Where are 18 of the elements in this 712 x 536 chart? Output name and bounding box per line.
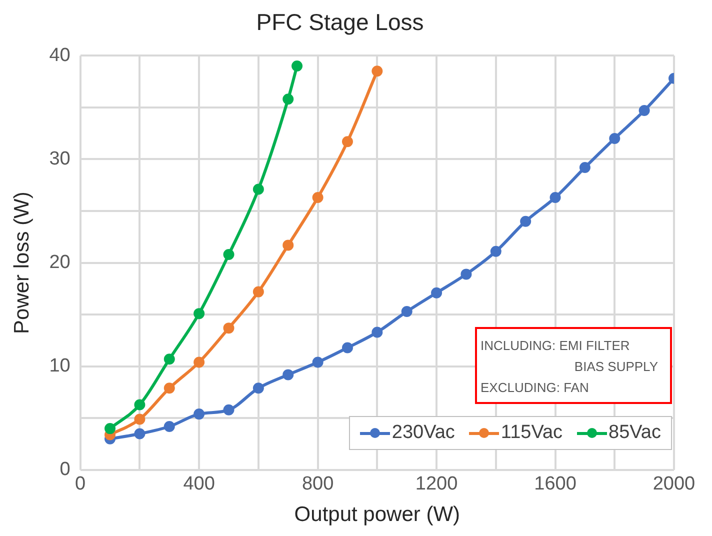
x-tick-label: 0 <box>75 474 86 495</box>
x-tick-label: 1200 <box>415 474 458 495</box>
y-tick-label: 40 <box>49 44 70 66</box>
legend-label: 115Vac <box>500 422 563 444</box>
y-tick-label: 0 <box>60 459 70 480</box>
x-tick-label: 1600 <box>534 474 576 495</box>
y-tick-label: 30 <box>49 148 70 170</box>
x-tick-label: 400 <box>183 474 215 495</box>
x-axis-title: Output power (W) <box>294 503 460 526</box>
legend-label: 85Vac <box>608 422 661 444</box>
chart-title: PFC Stage Loss <box>256 9 424 36</box>
annotation: INCLUDING: EMI FILTER BIAS SUPPLY EXCLUDING: FAN <box>480 337 658 398</box>
y-tick-label: 20 <box>49 252 70 274</box>
x-tick-label: 2000 <box>652 474 696 495</box>
y-tick-label: 10 <box>49 356 70 377</box>
y-axis-title: Power loss (W) <box>10 192 34 334</box>
x-tick-label: 800 <box>302 474 334 495</box>
legend-label: 230Vac <box>392 422 455 444</box>
